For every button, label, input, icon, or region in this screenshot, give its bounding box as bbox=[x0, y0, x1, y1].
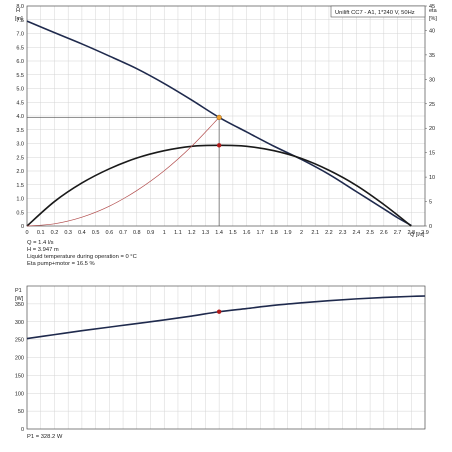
h-axis-unit: [m] bbox=[15, 16, 23, 22]
x-tick-label: 0.9 bbox=[147, 230, 155, 236]
header-box bbox=[330, 5, 426, 18]
system-curve-line bbox=[26, 117, 220, 227]
eta-axis-unit: [%] bbox=[429, 16, 437, 22]
info-flow: Q = 1.4 l/s bbox=[27, 240, 54, 246]
info-power: P1 = 328.2 W bbox=[27, 434, 63, 440]
eta-tick-label: 45 bbox=[429, 4, 435, 10]
h-tick-label: 0.5 bbox=[16, 210, 24, 216]
x-tick-label: 2.3 bbox=[339, 230, 347, 236]
p1-tick-label: 0 bbox=[21, 427, 24, 433]
x-tick-label: 1.2 bbox=[188, 230, 196, 236]
p1-tick-label: 150 bbox=[15, 373, 24, 379]
x-tick-label: 0.8 bbox=[133, 230, 141, 236]
info-efficiency: Eta pump+motor = 16.5 % bbox=[27, 261, 95, 267]
h-tick-label: 7.0 bbox=[16, 32, 24, 38]
info-head: H = 3.947 m bbox=[27, 247, 59, 253]
info-temperature: Liquid temperature during operation = 0 … bbox=[27, 254, 137, 260]
bottom-plot-series bbox=[26, 295, 426, 340]
bottom-plot-ticks: 0 50 100 150 200 250 300 350 bbox=[15, 302, 24, 433]
x-tick-label: 0.1 bbox=[37, 230, 45, 236]
operating-point-efficiency bbox=[216, 143, 222, 148]
eta-tick-label: 0 bbox=[429, 224, 432, 230]
x-tick-label: 0.6 bbox=[106, 230, 114, 236]
eta-tick-label: 35 bbox=[429, 53, 435, 59]
eta-tick-label: 30 bbox=[429, 77, 435, 83]
top-plot-series bbox=[26, 20, 412, 227]
x-tick-label: 1.1 bbox=[174, 230, 182, 236]
x-tick-label: 2.2 bbox=[325, 230, 333, 236]
top-plot-grid bbox=[26, 5, 426, 227]
eta-tick-label: 25 bbox=[429, 102, 435, 108]
x-tick-label: 1.7 bbox=[256, 230, 264, 236]
eta-tick-label: 20 bbox=[429, 126, 435, 132]
x-tick-label: 1.3 bbox=[202, 230, 210, 236]
h-tick-label: 3.5 bbox=[16, 128, 24, 134]
h-tick-label: 6.0 bbox=[16, 59, 24, 65]
eta-tick-label: 10 bbox=[429, 175, 435, 181]
x-tick-label: 1.9 bbox=[284, 230, 292, 236]
h-tick-label: 4.5 bbox=[16, 100, 24, 106]
h-tick-label: 4.0 bbox=[16, 114, 24, 120]
h-tick-label: 7.5 bbox=[16, 18, 24, 24]
eta-tick-label: 5 bbox=[429, 200, 432, 206]
x-tick-label: 0.3 bbox=[64, 230, 72, 236]
p1-tick-label: 200 bbox=[15, 356, 24, 362]
x-tick-label: 2.8 bbox=[407, 230, 415, 236]
x-tick-label: 0.2 bbox=[51, 230, 59, 236]
p1-axis-label: P1 bbox=[15, 288, 22, 294]
power-curve-line bbox=[26, 295, 426, 340]
p1-axis-unit: [W] bbox=[15, 296, 24, 302]
x-tick-label: 0.4 bbox=[78, 230, 86, 236]
h-tick-label: 8.0 bbox=[16, 4, 24, 10]
x-tick-label: 1.6 bbox=[243, 230, 251, 236]
header-box-text: Unilift CC7 - A1, 1*240 V, 50Hz bbox=[335, 10, 415, 16]
bottom-plot-frame bbox=[26, 285, 426, 430]
x-tick-label: 2.5 bbox=[366, 230, 374, 236]
p1-tick-label: 100 bbox=[15, 391, 24, 397]
x-tick-label: 1.8 bbox=[270, 230, 278, 236]
x-tick-label: 0.5 bbox=[92, 230, 100, 236]
x-tick-label: 1.5 bbox=[229, 230, 237, 236]
eta-axis-label: eta bbox=[429, 8, 438, 14]
h-tick-label: 1.5 bbox=[16, 183, 24, 189]
h-tick-label: 0 bbox=[21, 224, 24, 230]
p1-tick-label: 300 bbox=[15, 320, 24, 326]
x-tick-label: 2.1 bbox=[311, 230, 319, 236]
h-tick-label: 5.5 bbox=[16, 73, 24, 79]
x-tick-label: 2.7 bbox=[394, 230, 402, 236]
x-tick-label: 2.6 bbox=[380, 230, 388, 236]
x-tick-label: 2.9 bbox=[421, 230, 429, 236]
operating-point-power bbox=[216, 309, 222, 314]
p1-tick-label: 250 bbox=[15, 338, 24, 344]
x-tick-label: 0 bbox=[25, 230, 28, 236]
h-tick-label: 6.5 bbox=[16, 45, 24, 51]
top-plot-frame bbox=[26, 5, 426, 227]
h-tick-label: 2.5 bbox=[16, 155, 24, 161]
eta-tick-label: 15 bbox=[429, 151, 435, 157]
h-tick-label: 2.0 bbox=[16, 169, 24, 175]
h-axis-label: H bbox=[16, 8, 20, 14]
top-plot-ticks: 0 0.1 0.2 0.3 0.4 0.5 0.6 0.7 0.8 0.9 1 1.1 1.2 1.3 1.… bbox=[16, 4, 435, 236]
operating-point-head bbox=[216, 114, 222, 121]
x-tick-label: 2.4 bbox=[353, 230, 361, 236]
h-tick-label: 3.0 bbox=[16, 142, 24, 148]
x-tick-label: 1 bbox=[163, 230, 166, 236]
q-axis-label: Q [l/s] bbox=[410, 232, 425, 238]
head-curve-line bbox=[26, 20, 412, 227]
h-tick-label: 1.0 bbox=[16, 197, 24, 203]
p1-tick-label: 50 bbox=[18, 409, 24, 415]
p1-tick-label: 350 bbox=[15, 302, 24, 308]
x-tick-label: 2 bbox=[300, 230, 303, 236]
h-tick-label: 5.0 bbox=[16, 87, 24, 93]
x-tick-label: 0.7 bbox=[119, 230, 127, 236]
x-tick-label: 1.4 bbox=[215, 230, 223, 236]
eta-tick-label: 40 bbox=[429, 28, 435, 34]
